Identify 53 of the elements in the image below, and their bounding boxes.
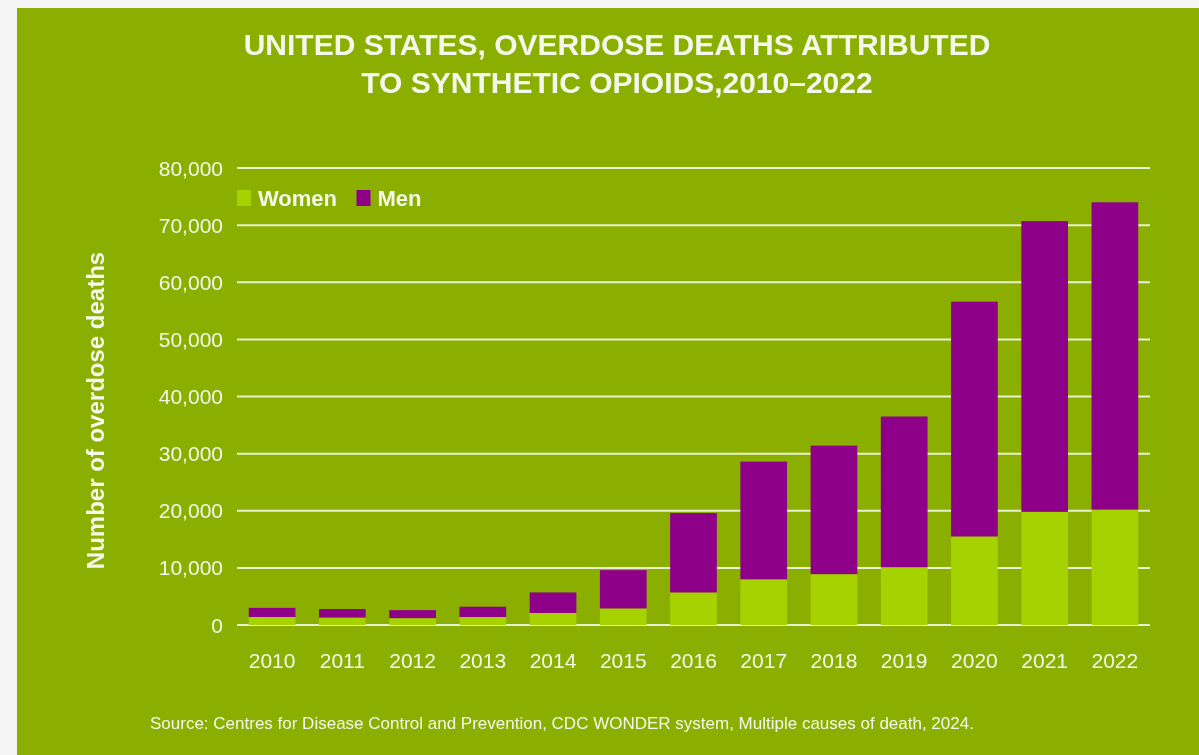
x-tick-label: 2018 — [810, 649, 858, 672]
bar — [1091, 202, 1139, 510]
bar — [670, 592, 717, 625]
bar — [459, 606, 507, 617]
bar — [389, 618, 436, 625]
y-tick-label: 30,000 — [158, 442, 223, 466]
x-tick-label: 2012 — [389, 649, 436, 672]
y-tick-label: 60,000 — [158, 270, 223, 294]
x-tick-label: 2010 — [248, 649, 296, 672]
bar — [740, 579, 788, 625]
bar — [318, 609, 366, 618]
bar — [599, 608, 647, 625]
x-tick-label: 2013 — [459, 649, 507, 672]
bar — [248, 607, 296, 617]
legend-label: Men — [377, 185, 422, 211]
x-tick-label: 2020 — [951, 649, 998, 672]
bar — [529, 613, 577, 625]
x-tick-label: 2014 — [529, 649, 577, 672]
bar — [810, 445, 858, 575]
bar — [951, 536, 998, 625]
bar — [740, 461, 788, 580]
bar — [248, 617, 296, 625]
y-tick-label: 70,000 — [158, 213, 223, 237]
legend-label: Women — [258, 185, 338, 211]
bar — [880, 416, 928, 568]
bar — [951, 301, 998, 537]
x-tick-label: 2021 — [1021, 649, 1069, 672]
x-tick-label: 2017 — [740, 649, 788, 672]
y-tick-label: 10,000 — [158, 556, 223, 580]
chart-title: UNITED STATES, OVERDOSE DEATHS ATTRIBUTED TO SYNTHETIC OPIOIDS,2010–2022 — [243, 28, 991, 99]
bar — [529, 592, 577, 613]
bar — [389, 610, 436, 619]
y-tick-label: 0 — [211, 613, 223, 637]
bar — [880, 567, 928, 625]
y-axis-title: Number of overdose deaths — [82, 251, 109, 570]
y-tick-label: 40,000 — [158, 385, 223, 408]
bar — [1091, 509, 1139, 625]
x-tick-label: 2015 — [599, 649, 647, 672]
bar — [599, 570, 647, 609]
bar — [810, 574, 858, 625]
source-note: Source: Centres for Disease Control and Prevention, CDC WONDER system, Multiple causes of death, 2024. — [150, 714, 974, 733]
x-tick-label: 2022 — [1091, 649, 1139, 672]
bar — [318, 617, 366, 625]
y-tick-label: 80,000 — [158, 156, 223, 180]
x-tick-label: 2011 — [319, 649, 365, 672]
bar — [670, 513, 717, 593]
y-tick-label: 50,000 — [158, 327, 223, 351]
bar — [459, 617, 507, 625]
x-tick-label: 2019 — [880, 649, 928, 672]
y-tick-label: 20,000 — [158, 499, 223, 523]
x-tick-label: 2016 — [670, 649, 717, 672]
bar — [1021, 221, 1068, 512]
bar — [1021, 511, 1068, 625]
